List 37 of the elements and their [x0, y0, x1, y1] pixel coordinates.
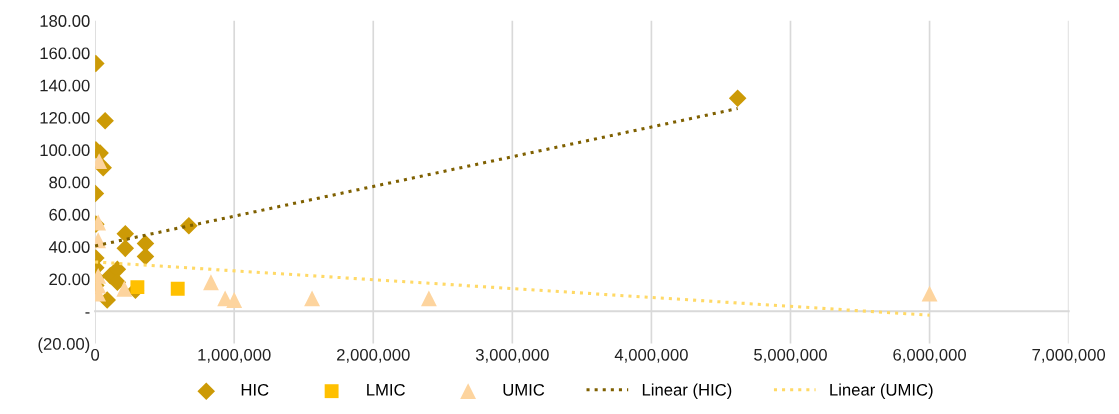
- point: [921, 285, 938, 302]
- point: [226, 292, 243, 308]
- y-tick-label: 140.00: [40, 79, 90, 92]
- x-tick-label: 7,000,000: [1032, 348, 1106, 363]
- point: [130, 280, 145, 295]
- x-tick-label: 2,000,000: [337, 348, 410, 363]
- x-tick-label: 1,000,000: [198, 348, 271, 363]
- x-tick-label: 3,000,000: [475, 348, 549, 363]
- x-tick-label: 6,000,000: [893, 348, 966, 363]
- y-tick-label: 60.00: [49, 208, 90, 221]
- point: [116, 225, 135, 243]
- y-tick-label: 20.00: [49, 273, 90, 286]
- legend-label: Linear (HIC): [642, 383, 732, 399]
- legend-label: LMIC: [367, 383, 405, 396]
- x-tick-label: 0: [91, 348, 100, 361]
- y-tick-label: 80.00: [49, 176, 90, 189]
- x-tick-label: 4,000,000: [614, 348, 688, 363]
- point: [96, 112, 114, 130]
- y-tick-label: 160.00: [40, 47, 90, 60]
- legend-label: UMIC: [503, 383, 545, 396]
- point: [203, 274, 219, 291]
- point: [728, 89, 747, 107]
- point: [304, 290, 320, 307]
- y-tick-label: 40.00: [48, 241, 90, 253]
- y-tick-label: -: [85, 312, 90, 314]
- point: [170, 281, 185, 296]
- legend-label: Linear (UMIC): [830, 383, 933, 399]
- y-tick-label: 100.00: [40, 144, 90, 157]
- y-tick-label: (20.00): [38, 337, 90, 354]
- point: [116, 239, 135, 258]
- legend-label: HIC: [241, 383, 269, 396]
- point: [420, 290, 437, 307]
- point: [108, 273, 127, 292]
- x-tick-label: 5,000,000: [754, 348, 827, 363]
- point: [116, 280, 133, 297]
- y-tick-label: 180.00: [40, 15, 90, 27]
- y-tick-label: 120.00: [40, 111, 90, 124]
